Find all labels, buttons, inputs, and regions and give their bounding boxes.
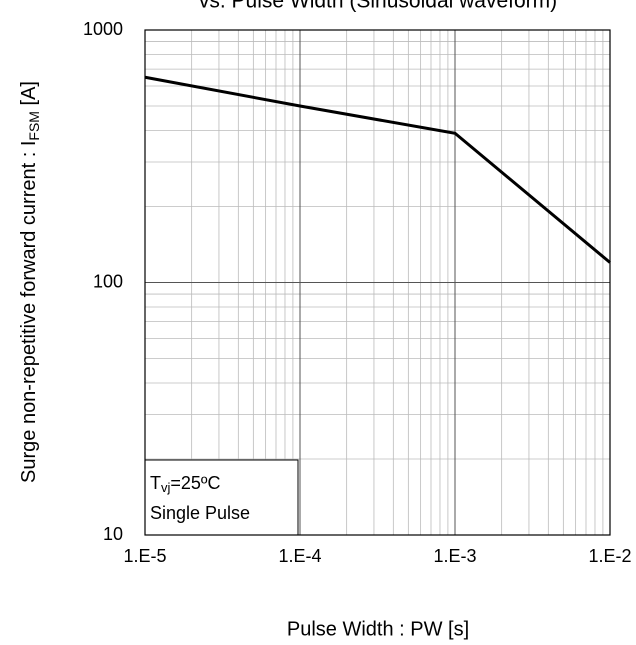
annotation: Tvj=25ºC — [150, 473, 221, 496]
grid — [144, 29, 611, 536]
y-axis-label-text: Surge non-repetitive forward current : I — [18, 141, 40, 483]
chart-title: vs. Pulse Width (Sinusoidal waveform) — [199, 0, 557, 13]
annotation-symbol: T — [150, 473, 161, 493]
annotation-text: =25ºC — [170, 473, 220, 493]
y-tick-label: 100 — [93, 271, 123, 291]
annotation-sub: vj — [161, 480, 171, 495]
line — [144, 75, 611, 264]
y-axis-label-unit: [A] — [18, 81, 40, 111]
y-tick-label: 1000 — [83, 19, 123, 39]
x-axis-label: Pulse Width : PW [s] — [287, 618, 469, 640]
x-tick-label: 1.E-3 — [433, 546, 476, 566]
y-axis-label: Surge non-repetitive forward current : I… — [18, 81, 41, 483]
y-tick-label: 10 — [103, 524, 123, 544]
x-tick-label: 1.E-4 — [278, 546, 321, 566]
marks — [144, 75, 611, 264]
x-tick-label: 1.E-2 — [588, 546, 631, 566]
x-tick-label: 1.E-5 — [123, 546, 166, 566]
y-axis-label-sub: FSM — [26, 111, 42, 141]
plot-frame — [144, 29, 611, 536]
annotation-box — [144, 459, 299, 536]
annotation-line2: Single Pulse — [150, 503, 250, 523]
